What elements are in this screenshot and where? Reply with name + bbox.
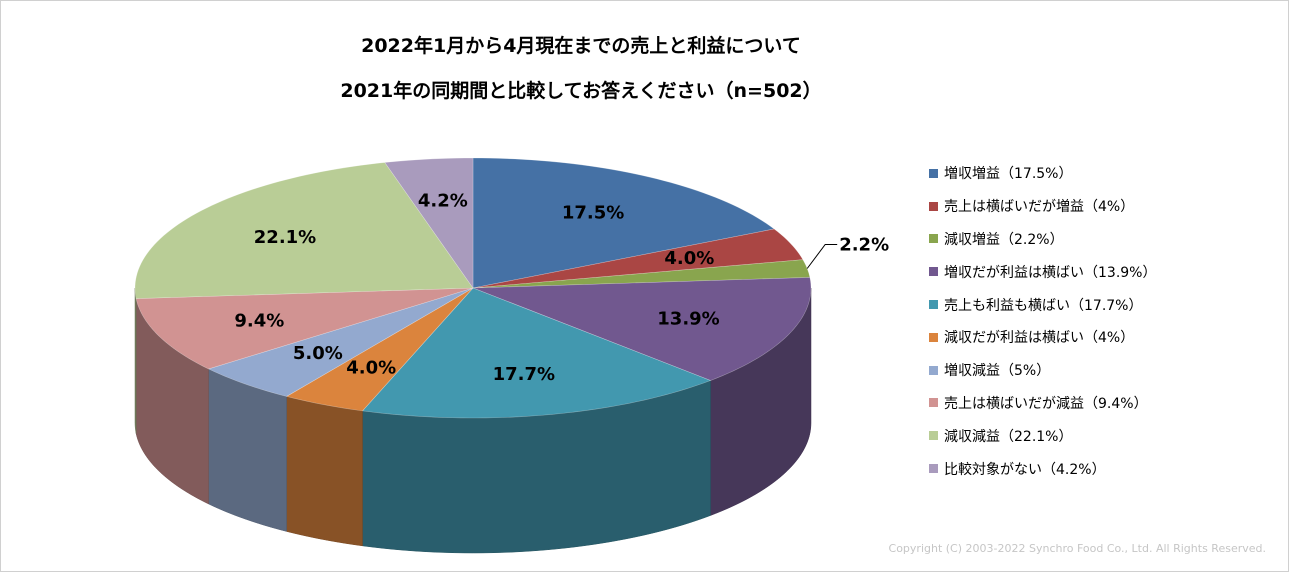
legend-swatch bbox=[929, 201, 938, 211]
legend-swatch bbox=[929, 168, 938, 178]
data-label-8: 22.1% bbox=[254, 227, 316, 248]
pie-slice-4 bbox=[361, 287, 712, 419]
legend-label: 減収減益（22.1%） bbox=[944, 428, 1073, 445]
legend-swatch bbox=[929, 332, 938, 342]
copyright-text: Copyright (C) 2003-2022 Synchro Food Co.… bbox=[888, 542, 1266, 555]
legend-item-8: 減収減益（22.1%） bbox=[929, 419, 1156, 452]
legend-label: 減収増益（2.2%） bbox=[944, 231, 1064, 248]
legend-item-7: 売上は横ばいだが減益（9.4%） bbox=[929, 387, 1156, 420]
legend-label: 増収増益（17.5%） bbox=[944, 166, 1073, 183]
legend-item-9: 比較対象がない（4.2%） bbox=[929, 452, 1156, 485]
legend-swatch bbox=[929, 365, 938, 375]
pie-sides bbox=[134, 287, 812, 554]
pie-slice-3 bbox=[472, 277, 812, 381]
data-label-3: 13.9% bbox=[657, 309, 719, 330]
data-label-2: 2.2% bbox=[839, 235, 889, 256]
legend-label: 減収だが利益は横ばい（4%） bbox=[944, 330, 1135, 347]
pie-side-5 bbox=[286, 396, 363, 547]
pie-slice-0 bbox=[472, 157, 775, 289]
legend-swatch bbox=[929, 398, 938, 408]
legend-swatch bbox=[929, 300, 938, 310]
pie-top bbox=[134, 157, 812, 419]
pie-slice-1 bbox=[472, 228, 804, 289]
legend-item-0: 増収増益（17.5%） bbox=[929, 157, 1156, 190]
legend-label: 売上も利益も横ばい（17.7%） bbox=[944, 297, 1143, 314]
chart-title-line-2: 2021年の同期間と比較してお答えください（n=502） bbox=[340, 80, 822, 102]
pie-slice-5 bbox=[285, 287, 474, 412]
data-label-1: 4.0% bbox=[664, 248, 714, 269]
data-label-6: 5.0% bbox=[293, 343, 343, 364]
legend-item-2: 減収増益（2.2%） bbox=[929, 223, 1156, 256]
legend-item-5: 減収だが利益は横ばい（4%） bbox=[929, 321, 1156, 354]
legend-item-3: 増収だが利益は横ばい（13.9%） bbox=[929, 255, 1156, 288]
pie-slice-2 bbox=[472, 259, 811, 289]
legend-item-1: 売上は横ばいだが増益（4%） bbox=[929, 190, 1156, 223]
pie-slice-9 bbox=[384, 157, 474, 289]
legend-label: 増収減益（5%） bbox=[944, 363, 1051, 380]
legend-swatch bbox=[929, 464, 938, 474]
pie-labels: 17.5%4.0%2.2%13.9%17.7%4.0%5.0%9.4%22.1%… bbox=[234, 190, 889, 385]
leader-line-2 bbox=[806, 244, 838, 269]
data-label-0: 17.5% bbox=[562, 203, 624, 224]
legend-label: 増収だが利益は横ばい（13.9%） bbox=[944, 264, 1157, 281]
data-label-9: 4.2% bbox=[418, 190, 468, 211]
legend-swatch bbox=[929, 431, 938, 441]
pie-slice-7 bbox=[135, 287, 474, 370]
legend-item-4: 売上も利益も横ばい（17.7%） bbox=[929, 288, 1156, 321]
legend-swatch bbox=[929, 267, 938, 277]
legend-label: 売上は横ばいだが減益（9.4%） bbox=[944, 395, 1148, 412]
data-label-5: 4.0% bbox=[346, 357, 396, 378]
pie-slice-6 bbox=[207, 287, 474, 397]
legend: 増収増益（17.5%） 売上は横ばいだが増益（4%） 減収増益（2.2%） 増収だが利… bbox=[929, 157, 1156, 485]
legend-item-6: 増収減益（5%） bbox=[929, 354, 1156, 387]
pie-side-8 bbox=[134, 288, 137, 434]
chart-title-line-1: 2022年1月から4月現在までの売上と利益について bbox=[361, 35, 801, 57]
legend-label: 比較対象がない（4.2%） bbox=[944, 461, 1106, 478]
legend-swatch bbox=[929, 234, 938, 244]
data-label-7: 9.4% bbox=[234, 311, 284, 332]
data-label-4: 17.7% bbox=[493, 364, 555, 385]
legend-label: 売上は横ばいだが増益（4%） bbox=[944, 199, 1135, 216]
pie-slice-8 bbox=[134, 162, 474, 299]
